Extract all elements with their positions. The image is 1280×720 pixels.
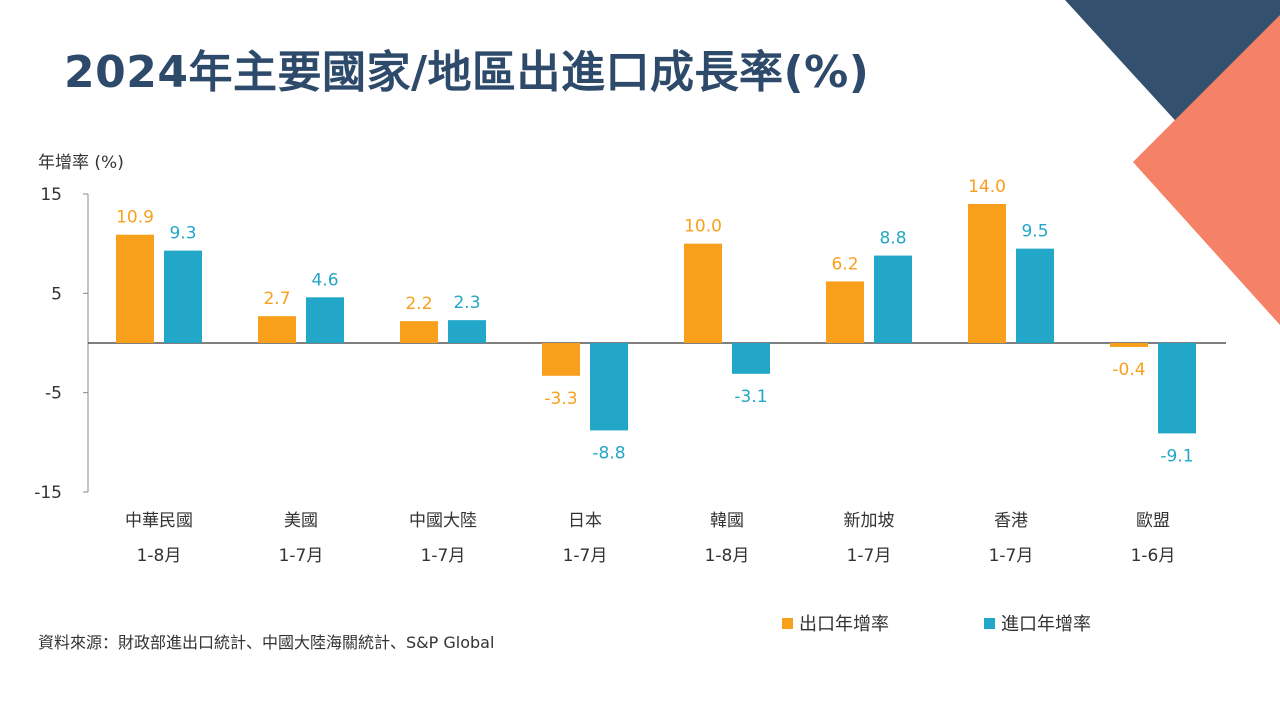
category-period-label: 1-6月 [1131,546,1176,566]
legend-import-swatch [984,617,995,629]
data-label-export: -3.3 [544,389,577,409]
category-period-label: 1-7月 [563,546,608,566]
y-tick-label: -5 [45,384,62,404]
bar-import [164,250,202,343]
bar-import [732,343,770,374]
legend-import: 進口年增率 [984,610,1091,636]
bar-export [258,316,296,343]
bar-export [1110,343,1148,347]
category-label: 日本 [568,511,602,531]
bar-export [826,281,864,343]
page-title: 2024年主要國家/地區出進口成長率(%) [64,47,870,98]
category-label: 韓國 [710,511,744,531]
data-label-export: 14.0 [968,177,1006,197]
y-tick-label: -15 [34,483,62,503]
category-label: 美國 [284,511,318,531]
data-label-import: -3.1 [734,387,767,407]
bar-export [116,234,154,343]
legend-export-label: 出口年增率 [799,614,889,635]
y-tick-label: 15 [40,185,62,205]
category-label: 中華民國 [125,511,193,531]
bar-import [1158,343,1196,434]
data-label-import: 9.5 [1021,222,1048,242]
category-period-label: 1-7月 [421,546,466,566]
data-label-export: 10.9 [116,208,154,228]
data-label-import: 9.3 [169,224,196,244]
data-label-export: 2.2 [405,294,432,314]
data-label-export: 2.7 [263,289,290,309]
bar-export [400,321,438,343]
category-label: 香港 [994,511,1028,531]
bar-export [684,243,722,343]
bar-import [448,320,486,343]
legend-import-label: 進口年增率 [1001,614,1091,635]
category-period-label: 1-8月 [705,546,750,566]
category-period-label: 1-7月 [989,546,1034,566]
bar-export [542,343,580,376]
legend-export-swatch [782,617,793,629]
category-period-label: 1-8月 [137,546,182,566]
y-axis-label: 年增率 (%) [38,153,124,173]
data-label-import: 2.3 [453,293,480,313]
data-label-import: -8.8 [592,443,625,463]
legend-export: 出口年增率 [782,610,889,636]
data-label-export: 6.2 [831,254,858,274]
bar-import [1016,248,1054,343]
source-note: 資料來源：財政部進出口統計、中國大陸海關統計、S&P Global [38,633,495,652]
bar-import [306,297,344,343]
bar-import [590,343,628,431]
data-label-import: -9.1 [1160,446,1193,466]
data-label-export: -0.4 [1112,360,1145,380]
data-label-import: 4.6 [311,270,338,290]
category-period-label: 1-7月 [847,546,892,566]
category-period-label: 1-7月 [279,546,324,566]
category-label: 歐盟 [1136,511,1170,531]
data-label-import: 8.8 [879,229,906,249]
bar-export [968,203,1006,343]
category-label: 中國大陸 [409,511,477,531]
y-tick-label: 5 [51,284,62,304]
bar-import [874,255,912,343]
category-label: 新加坡 [844,511,895,531]
salmon-triangle-decoration [1133,15,1280,325]
data-label-export: 10.0 [684,217,722,237]
